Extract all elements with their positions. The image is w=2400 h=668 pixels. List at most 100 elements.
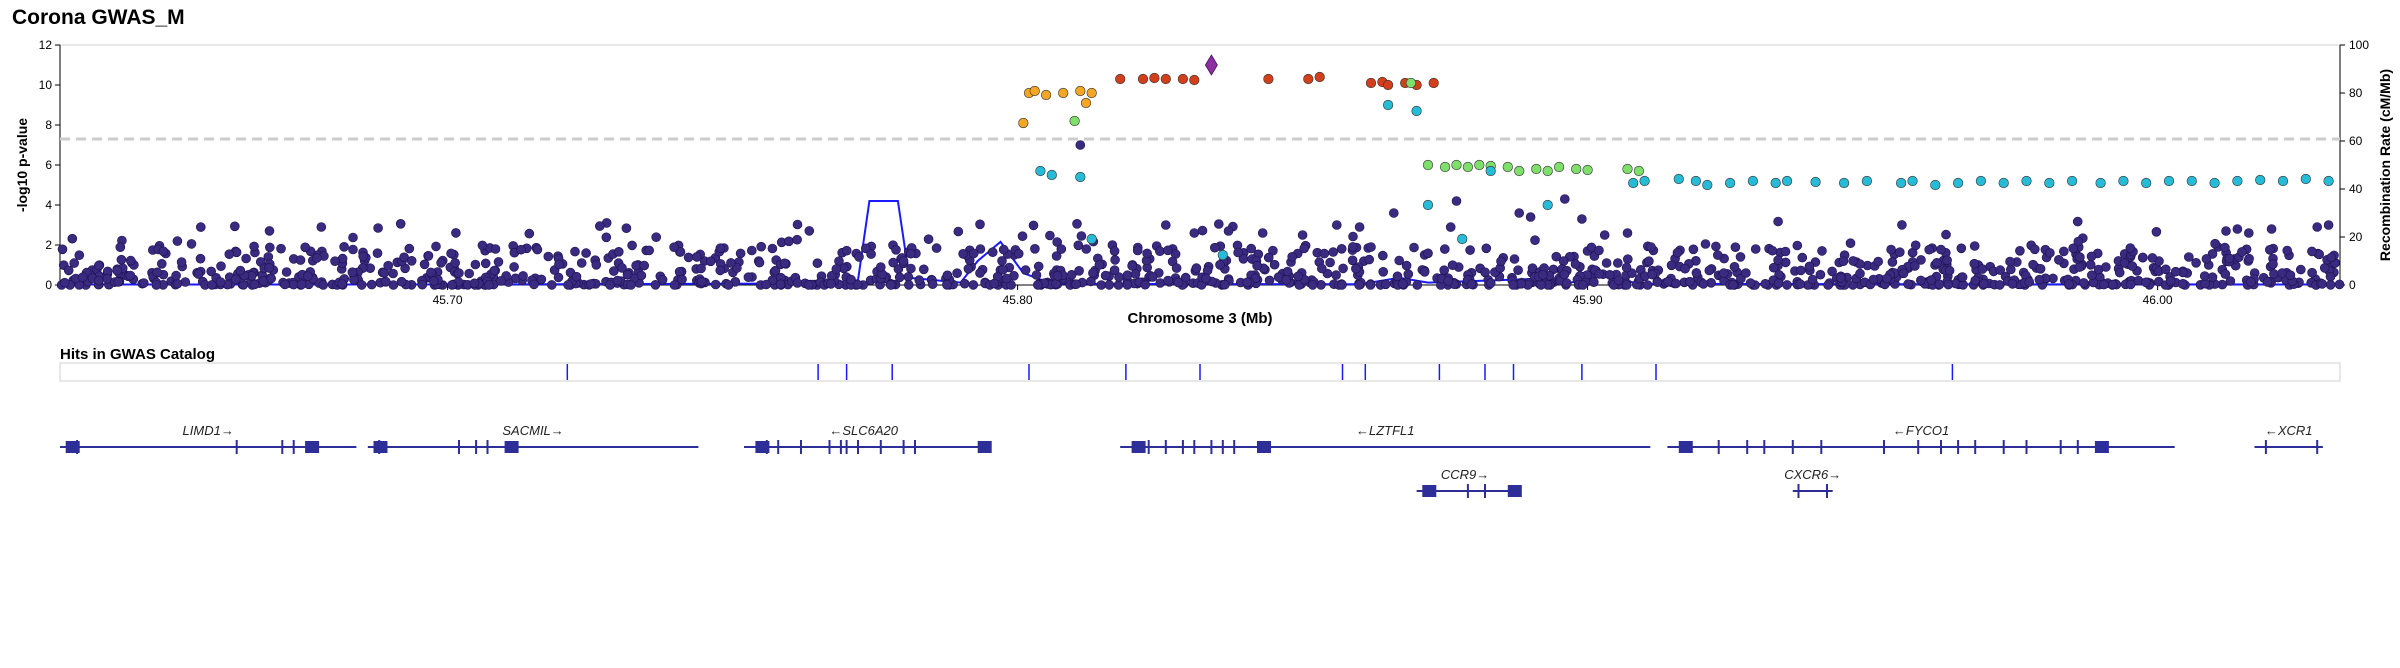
snp-point bbox=[2210, 238, 2220, 249]
snp-point bbox=[2059, 246, 2069, 257]
gene-label: ←SLC6A20 bbox=[829, 423, 898, 438]
snp-point bbox=[2244, 253, 2254, 264]
snp-point bbox=[1013, 248, 1024, 259]
snp-point bbox=[1747, 175, 1758, 187]
snp-point bbox=[216, 261, 226, 272]
snp-point bbox=[249, 241, 259, 252]
snp-point bbox=[2207, 272, 2218, 283]
snp-point bbox=[116, 254, 127, 265]
snp-point bbox=[2147, 253, 2158, 263]
snp-point bbox=[1868, 274, 1879, 285]
snp-point bbox=[2199, 271, 2210, 281]
snp-point bbox=[1633, 165, 1644, 177]
snp-point bbox=[826, 279, 836, 289]
snp-point bbox=[337, 279, 347, 289]
snp-point bbox=[1380, 279, 1391, 290]
snp-point bbox=[608, 266, 619, 276]
snp-point bbox=[1122, 279, 1133, 290]
y2-axis-label: Recombination Rate (cM/Mb) bbox=[2377, 69, 2393, 261]
snp-point bbox=[1647, 269, 1657, 280]
snp-point bbox=[1652, 277, 1663, 288]
snp-point bbox=[1028, 220, 1039, 231]
snp-point bbox=[875, 262, 886, 272]
snp-point bbox=[1173, 277, 1184, 288]
snp-point bbox=[235, 265, 246, 276]
snp-point bbox=[1601, 258, 1612, 268]
snp-point bbox=[1713, 250, 1723, 260]
snp-point bbox=[312, 253, 322, 263]
snp-point bbox=[1979, 279, 1989, 289]
snp-point bbox=[1514, 208, 1524, 218]
snp-point bbox=[715, 265, 726, 276]
y-tick-label: 4 bbox=[45, 198, 52, 212]
snp-point bbox=[454, 268, 464, 278]
snp-point bbox=[1536, 280, 1546, 290]
points-layer bbox=[56, 54, 2345, 290]
snp-point bbox=[1666, 260, 1677, 271]
snp-point bbox=[784, 236, 794, 247]
snp-point bbox=[650, 279, 661, 290]
snp-point bbox=[792, 278, 803, 288]
snp-point bbox=[1100, 270, 1111, 281]
snp-point bbox=[2255, 174, 2266, 186]
snp-point bbox=[1728, 279, 1738, 290]
snp-point bbox=[171, 270, 181, 281]
snp-point bbox=[264, 242, 275, 253]
snp-point bbox=[490, 244, 501, 254]
gene-exon bbox=[845, 440, 848, 454]
snp-point bbox=[1405, 77, 1416, 89]
snp-point bbox=[1570, 259, 1581, 269]
snp-point bbox=[2312, 222, 2322, 232]
snp-point bbox=[1970, 275, 1980, 286]
snp-point bbox=[898, 256, 909, 266]
gene-exon bbox=[1974, 440, 1977, 454]
snp-point bbox=[1094, 260, 1105, 270]
snp-point bbox=[1252, 260, 1262, 271]
snp-point bbox=[1378, 250, 1388, 261]
snp-point bbox=[888, 257, 899, 268]
snp-point bbox=[1163, 275, 1173, 286]
snp-point bbox=[1698, 279, 1709, 289]
snp-point bbox=[1303, 73, 1314, 85]
snp-point bbox=[2323, 220, 2334, 230]
snp-point bbox=[1690, 175, 1701, 187]
snp-point bbox=[383, 260, 394, 271]
snp-point bbox=[1056, 244, 1067, 254]
gene-exon bbox=[1484, 484, 1486, 498]
gene-exon bbox=[378, 440, 381, 454]
snp-point bbox=[743, 272, 754, 283]
snp-point bbox=[2035, 263, 2046, 274]
snp-point bbox=[2262, 277, 2273, 287]
snp-point bbox=[74, 250, 85, 260]
snp-point bbox=[2015, 246, 2025, 256]
snp-point bbox=[1354, 222, 1365, 232]
y-tick-label: 10 bbox=[39, 78, 53, 92]
snp-point bbox=[2317, 279, 2327, 289]
gene-exon bbox=[800, 440, 802, 454]
gene-exon bbox=[1797, 484, 1800, 498]
snp-point bbox=[195, 253, 206, 264]
snp-point bbox=[264, 263, 274, 273]
gene-exon bbox=[828, 440, 831, 454]
snp-point bbox=[1810, 176, 1821, 188]
snp-point bbox=[1075, 171, 1086, 183]
snp-point bbox=[1622, 228, 1633, 238]
snp-point bbox=[347, 267, 358, 278]
snp-point bbox=[451, 228, 461, 238]
gene-exon bbox=[281, 440, 284, 454]
snp-point bbox=[627, 240, 637, 251]
gene-exon bbox=[1678, 441, 1693, 453]
y2-tick-label: 60 bbox=[2349, 134, 2363, 148]
snp-point bbox=[756, 241, 767, 252]
snp-point bbox=[1770, 177, 1781, 189]
snp-point bbox=[710, 279, 721, 290]
gene-exon bbox=[2059, 440, 2062, 454]
gene-exon bbox=[1763, 440, 1766, 454]
snp-point bbox=[792, 234, 802, 245]
snp-point bbox=[373, 223, 383, 233]
snp-point bbox=[657, 274, 668, 285]
snp-point bbox=[563, 280, 573, 290]
snp-point bbox=[1895, 247, 1905, 257]
snp-point bbox=[113, 277, 123, 287]
snp-point bbox=[792, 219, 803, 230]
